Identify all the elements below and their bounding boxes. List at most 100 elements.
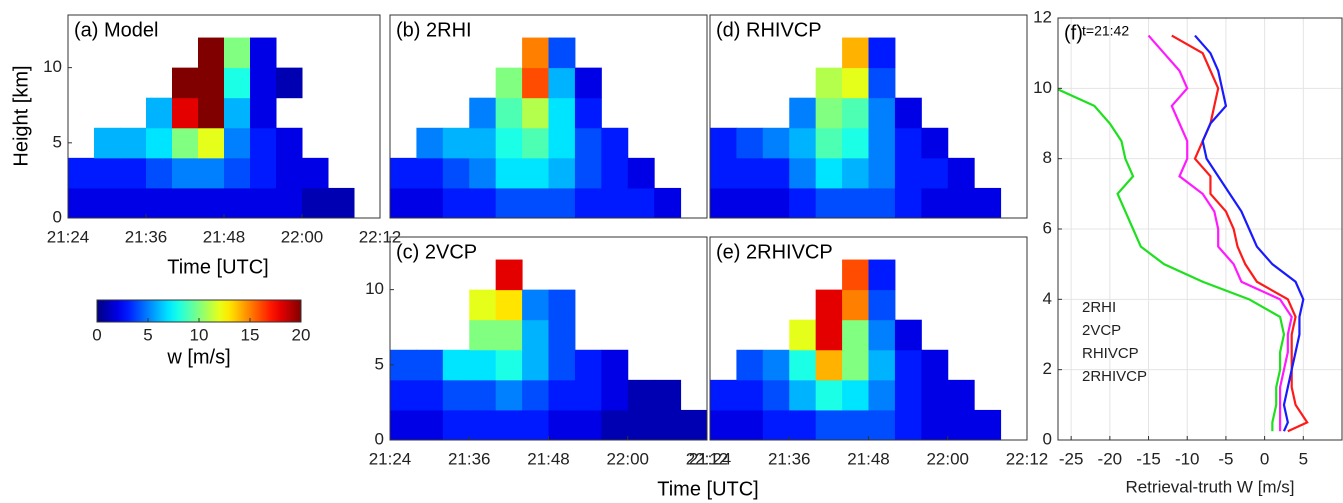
heatmap-cell: [601, 409, 629, 441]
heatmap-cell: [815, 319, 843, 351]
heatmap-cell: [710, 157, 737, 189]
heatmap-cell: [894, 127, 922, 159]
heatmap-cell: [736, 349, 764, 381]
x-tick-label: 22:00: [281, 227, 324, 246]
heatmap-cell: [574, 379, 602, 411]
heatmap-cell: [548, 379, 576, 411]
y-tick-label: 12: [1033, 7, 1052, 26]
heatmap-cell: [495, 349, 523, 381]
heatmap-cell: [548, 127, 576, 159]
heatmap-cell: [762, 187, 790, 219]
heatmap-cell: [868, 259, 896, 291]
heatmap-cell: [789, 187, 817, 219]
colorbar-tick-label: 0: [92, 325, 101, 344]
panel-title: (b) 2RHI: [396, 19, 472, 41]
heatmap-cell: [522, 379, 549, 411]
x-axis-label: Retrieval-truth W [m/s]: [1125, 477, 1294, 496]
heatmap-cell: [947, 379, 975, 411]
heatmap-cell: [469, 379, 497, 411]
heatmap-cell: [601, 157, 629, 189]
heatmap-cell: [469, 349, 497, 381]
heatmap-cell: [974, 187, 1002, 219]
profile-line: [1171, 34, 1309, 433]
heatmap-cell: [894, 409, 922, 441]
heatmap-cell: [390, 187, 417, 219]
y-tick-label: 4: [1043, 289, 1052, 308]
heatmap-cell: [224, 187, 251, 219]
x-tick-label: 21:48: [847, 449, 890, 468]
heatmap-cell: [894, 157, 922, 189]
heatmap-cell: [789, 319, 817, 351]
heatmap-cell: [120, 157, 147, 189]
colorbar-label: w [m/s]: [166, 346, 230, 368]
heatmap-cell: [68, 157, 95, 189]
heatmap-cell: [302, 187, 329, 219]
heatmap-cell: [789, 127, 817, 159]
heatmap-cell: [495, 97, 523, 129]
x-tick-label: 21:48: [527, 449, 570, 468]
heatmap-cell: [469, 319, 497, 351]
heatmap-cell: [736, 157, 764, 189]
heatmap-cell: [548, 157, 576, 189]
annotation: t=21:42: [1082, 23, 1129, 39]
heatmap-cell: [224, 157, 251, 189]
heatmap-cell: [868, 67, 896, 99]
heatmap-cell: [710, 187, 737, 219]
heatmap-cell: [522, 67, 549, 99]
heatmap-cell: [302, 157, 329, 189]
heatmap-cell: [947, 187, 975, 219]
y-tick-label: 8: [1043, 148, 1052, 167]
heatmap-cell: [250, 157, 277, 189]
heatmap-cell: [390, 409, 417, 441]
heatmap-cell: [762, 379, 790, 411]
heatmap-cell: [842, 409, 869, 441]
x-tick-label: -5: [1218, 449, 1233, 468]
heatmap-cell: [250, 97, 277, 129]
heatmap-cell: [495, 127, 523, 159]
heatmap-cell: [762, 409, 790, 441]
x-tick-label: -25: [1059, 449, 1084, 468]
heatmap-cell: [522, 187, 549, 219]
heatmap-cell: [868, 319, 896, 351]
heatmap-cell: [442, 187, 470, 219]
heatmap-cell: [522, 157, 549, 189]
heatmap-cell: [390, 349, 417, 381]
heatmap-cell: [627, 409, 655, 441]
heatmap-cell: [921, 409, 949, 441]
heatmap-cell: [146, 157, 173, 189]
x-tick-label: 21:48: [203, 227, 246, 246]
heatmap-cell: [574, 127, 602, 159]
panel-title: (e) 2RHIVCP: [716, 241, 833, 263]
heatmap-cell: [172, 67, 199, 99]
heatmap-cell: [94, 157, 121, 189]
profile-line: [1058, 88, 1286, 432]
heatmap-cell: [198, 157, 225, 189]
heatmap-cell: [868, 157, 896, 189]
heatmap-cell: [416, 127, 444, 159]
heatmap-cell: [469, 289, 497, 321]
heatmap-cell: [868, 97, 896, 129]
heatmap-cell: [548, 67, 576, 99]
heatmap-cell: [894, 379, 922, 411]
heatmap-cell: [789, 349, 817, 381]
heatmap-cell: [842, 157, 869, 189]
y-tick-label: 10: [43, 57, 62, 76]
y-axis-label: Height [km]: [10, 65, 32, 166]
heatmap-cell: [548, 289, 576, 321]
heatmap-cell: [416, 379, 444, 411]
y-tick-label: 6: [1043, 218, 1052, 237]
heatmap-cell: [146, 97, 173, 129]
heatmap-cell: [815, 289, 843, 321]
heatmap-cell: [172, 157, 199, 189]
colorbar-tick-label: 10: [190, 325, 209, 344]
heatmap-cell: [495, 289, 523, 321]
heatmap-cell: [198, 97, 225, 129]
heatmap-cell: [442, 157, 470, 189]
heatmap-cell: [842, 289, 869, 321]
heatmap-cell: [627, 157, 655, 189]
y-tick-label: 5: [53, 132, 62, 151]
heatmap-cell: [276, 187, 303, 219]
heatmap-cell: [654, 187, 682, 219]
heatmap-cell: [224, 37, 251, 69]
heatmap-cell: [522, 127, 549, 159]
